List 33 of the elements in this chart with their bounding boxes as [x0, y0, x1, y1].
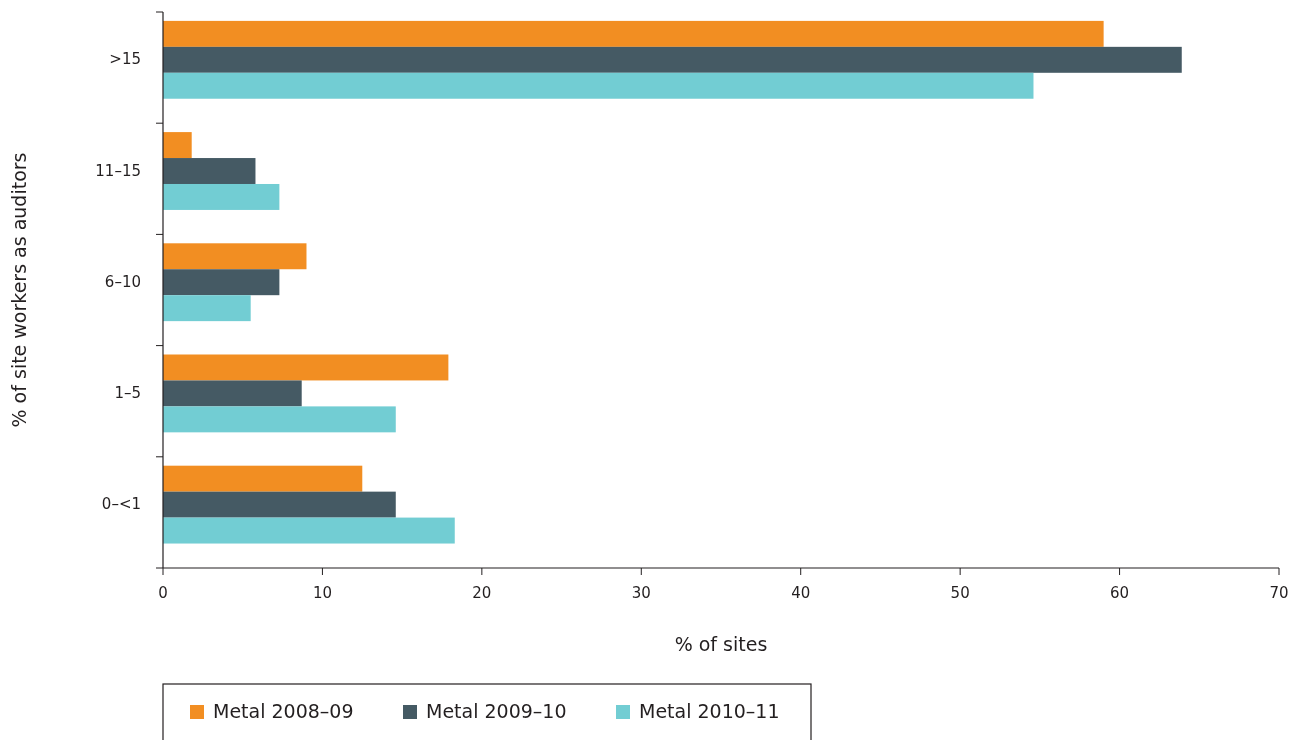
- bar: [163, 158, 256, 184]
- legend-label: Metal 2010–11: [639, 699, 780, 722]
- x-tick-label: 60: [1110, 584, 1130, 602]
- bar: [163, 243, 307, 270]
- x-tick-label: 20: [472, 584, 492, 602]
- x-tick-label: 40: [791, 584, 811, 602]
- bar: [163, 354, 449, 381]
- y-tick-label: 0–<1: [101, 495, 141, 514]
- bar: [163, 295, 251, 322]
- x-tick-label: 0: [158, 584, 168, 602]
- bar: [163, 491, 396, 518]
- x-tick-label: 10: [312, 584, 332, 602]
- y-tick-label: 11–15: [95, 161, 141, 180]
- bar: [163, 183, 280, 210]
- x-axis-title: % of sites: [674, 633, 768, 655]
- legend-label: Metal 2009–10: [426, 699, 567, 722]
- x-tick-label: 30: [631, 584, 651, 602]
- bar: [163, 380, 302, 407]
- y-tick-label: >15: [109, 50, 141, 69]
- x-tick-label: 50: [950, 584, 970, 602]
- bar: [163, 132, 192, 159]
- x-tick-label: 70: [1269, 584, 1289, 602]
- y-tick-label: 6–10: [104, 272, 141, 291]
- bar: [163, 46, 1182, 73]
- bar: [163, 20, 1104, 47]
- bar: [163, 465, 363, 492]
- bar: [163, 72, 1034, 99]
- bar: [163, 406, 396, 433]
- legend-label: Metal 2008–09: [213, 699, 354, 722]
- y-tick-label: 1–5: [114, 383, 141, 402]
- y-axis-title: % of site workers as auditors: [8, 152, 30, 428]
- bar: [163, 269, 280, 296]
- bar: [163, 517, 455, 544]
